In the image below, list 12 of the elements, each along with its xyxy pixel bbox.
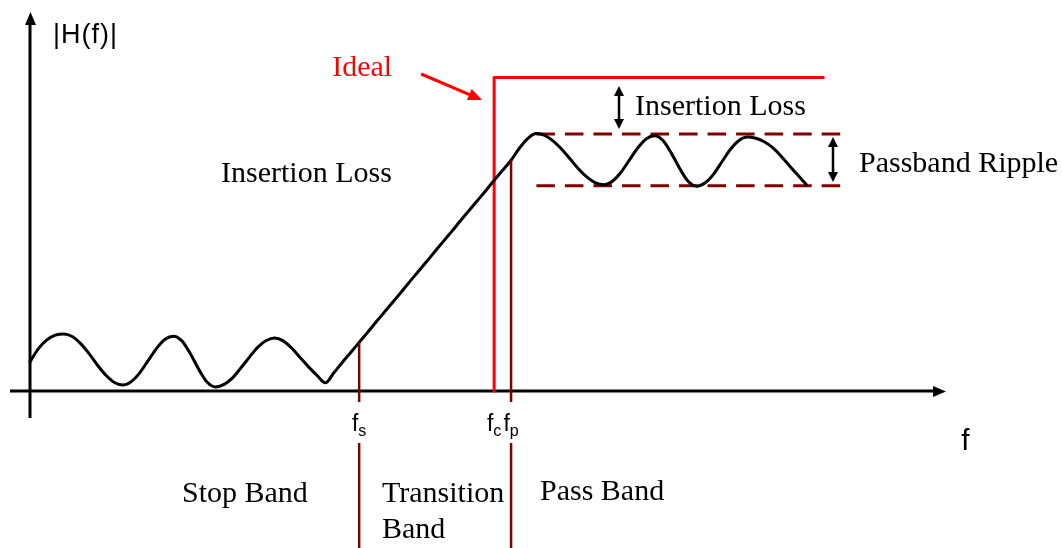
x-tick-label: f$_{s}$ [351, 409, 367, 441]
text: Pass Band [540, 472, 665, 508]
text: Stop Band [182, 474, 308, 510]
annotation: Insertion Loss [221, 154, 392, 190]
x-tick-label: f$_{p}$ [503, 409, 519, 441]
text: Transition Band [382, 474, 506, 546]
x-axis-title: f [961, 422, 970, 458]
annotation: Insertion Loss [635, 87, 806, 123]
annotation: Passband Ripple [859, 144, 1059, 180]
y-axis-title: |H(f)| [53, 17, 119, 51]
legend-label: Ideal [332, 48, 393, 84]
x-tick-label: f$_{c}$ [486, 409, 502, 441]
